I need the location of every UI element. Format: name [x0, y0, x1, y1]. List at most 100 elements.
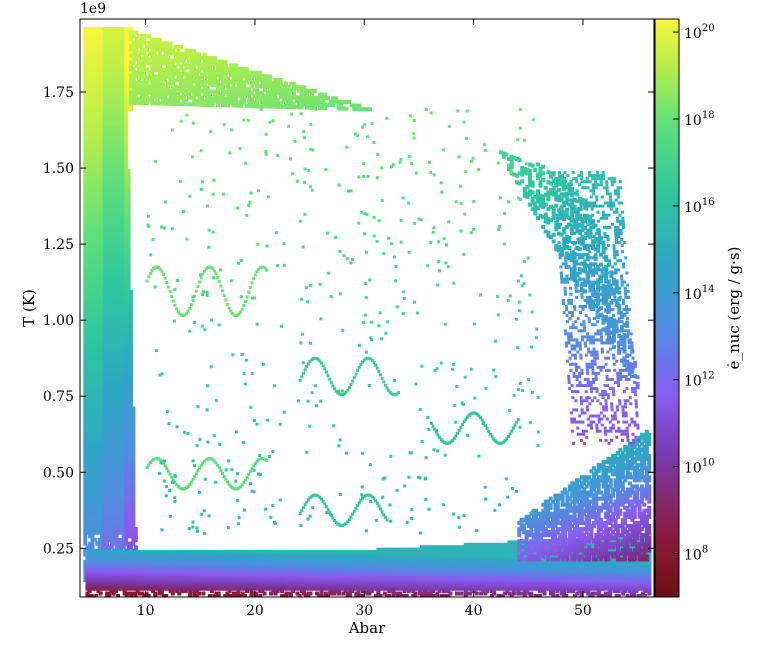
heatmap-cell: [92, 461, 97, 466]
heatmap-cell: [100, 213, 105, 218]
heatmap-cell: [114, 344, 119, 349]
heatmap-cell: [85, 497, 90, 502]
heatmap-cell: [158, 71, 163, 76]
heatmap-cell: [184, 88, 189, 93]
heatmap-cell: [160, 91, 165, 96]
heatmap-cell: [556, 248, 561, 253]
heatmap-cell: [100, 136, 105, 141]
heatmap-cell: [88, 523, 93, 528]
heatmap-cell: [116, 234, 121, 239]
heatmap-cell: [95, 315, 100, 320]
heatmap-cell: [83, 125, 88, 130]
heatmap-cell: [100, 224, 105, 229]
heatmap-cell: [89, 557, 94, 562]
heatmap-cell: [549, 218, 554, 223]
heatmap-cell: [107, 107, 112, 112]
heatmap-cell: [286, 95, 291, 100]
heatmap-cell: [102, 311, 107, 316]
heatmap-cell: [83, 300, 88, 305]
heatmap-cell: [152, 84, 157, 89]
heatmap-cell: [109, 260, 114, 265]
heatmap-cell: [124, 30, 129, 35]
heatmap-cell: [260, 90, 265, 95]
heatmap-cell: [105, 559, 110, 564]
heatmap-cell: [97, 483, 102, 488]
heatmap-cell: [114, 410, 119, 415]
heatmap-cell: [97, 260, 102, 265]
heatmap-cell: [92, 410, 97, 415]
heatmap-cell: [85, 107, 90, 112]
heatmap-cell: [564, 251, 569, 256]
heatmap-cell: [186, 75, 191, 80]
heatmap-cell: [535, 172, 540, 177]
heatmap-cell: [97, 256, 102, 261]
heatmap-cell: [112, 118, 117, 123]
heatmap-cell: [83, 428, 88, 433]
heatmap-cell: [546, 220, 551, 225]
heatmap-cell: [546, 217, 551, 222]
heatmap-cell: [95, 333, 100, 338]
heatmap-cell: [124, 81, 129, 86]
heatmap-cell: [100, 584, 105, 589]
heatmap-cell: [622, 356, 627, 361]
heatmap-cell: [124, 267, 129, 272]
heatmap-cell: [121, 508, 126, 513]
heatmap-cell: [83, 81, 88, 86]
heatmap-cell: [90, 534, 95, 539]
heatmap-cell: [121, 333, 126, 338]
heatmap-cell: [134, 30, 139, 35]
heatmap-cell: [112, 446, 117, 451]
heatmap-cell: [131, 468, 136, 473]
heatmap-cell: [107, 348, 112, 353]
heatmap-cell: [124, 468, 129, 473]
heatmap-cell: [107, 494, 112, 499]
heatmap-cell: [179, 65, 184, 70]
heatmap-cell: [124, 56, 129, 61]
heatmap-cell: [95, 70, 100, 75]
heatmap-cell: [85, 457, 90, 462]
heatmap-cell: [104, 483, 109, 488]
heatmap-cell: [107, 85, 112, 90]
heatmap-cell: [102, 180, 107, 185]
heatmap-cell: [107, 527, 112, 532]
heatmap-cell: [95, 198, 100, 203]
heatmap-cell: [83, 140, 88, 145]
heatmap-cell: [509, 154, 514, 159]
heatmap-cell: [205, 99, 210, 104]
heatmap-cell: [109, 238, 114, 243]
heatmap-cell: [100, 322, 105, 327]
heatmap-cell: [242, 97, 247, 102]
heatmap-cell: [556, 244, 561, 249]
heatmap-cell: [139, 90, 144, 95]
heatmap-cell: [278, 104, 283, 109]
heatmap-cell: [228, 63, 233, 68]
heatmap-cell: [104, 494, 109, 499]
heatmap-cell: [114, 315, 119, 320]
heatmap-cell: [612, 281, 617, 286]
heatmap-cell: [100, 391, 105, 396]
heatmap-cell: [109, 329, 114, 334]
heatmap-cell: [116, 48, 121, 53]
heatmap-cell: [528, 182, 533, 187]
heatmap-cell: [197, 102, 202, 107]
heatmap-cell: [119, 318, 124, 323]
heatmap-cell: [158, 44, 163, 49]
heatmap-cell: [284, 84, 289, 89]
heatmap-cell: [249, 80, 254, 85]
heatmap-cell: [104, 220, 109, 225]
heatmap-cell: [137, 70, 142, 75]
heatmap-cell: [119, 129, 124, 134]
heatmap-cell: [126, 256, 131, 261]
heatmap-cell: [100, 161, 105, 166]
heatmap-cell: [239, 83, 244, 88]
heatmap-cell: [109, 391, 114, 396]
heatmap-cell: [129, 97, 134, 102]
heatmap-cell: [207, 92, 212, 97]
heatmap-cell: [580, 221, 585, 226]
heatmap-cell: [109, 516, 114, 521]
heatmap-cell: [124, 85, 129, 90]
heatmap-cell: [109, 537, 114, 542]
heatmap-cell: [121, 118, 126, 123]
heatmap-cell: [517, 158, 522, 163]
heatmap-cell: [92, 318, 97, 323]
